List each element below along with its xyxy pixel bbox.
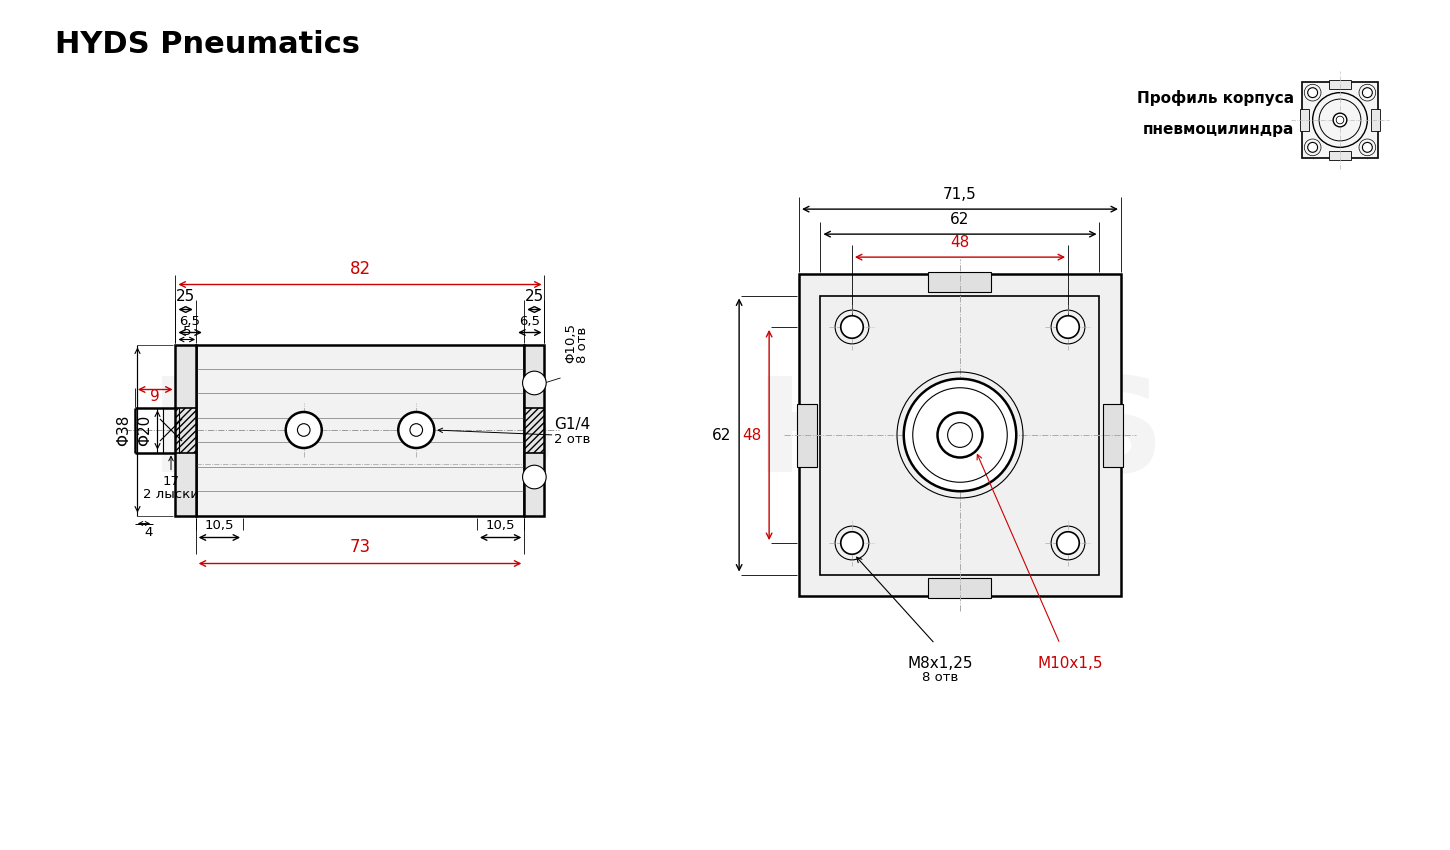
Circle shape [522, 371, 547, 394]
Text: 25: 25 [525, 288, 544, 303]
Circle shape [1363, 143, 1372, 152]
Text: 62: 62 [950, 212, 970, 227]
Circle shape [399, 412, 434, 448]
Circle shape [1308, 88, 1318, 98]
Bar [798, 404, 818, 467]
Text: 10,5: 10,5 [204, 519, 233, 532]
Text: Φ38: Φ38 [116, 414, 132, 445]
Bar [1301, 110, 1309, 131]
Text: 25: 25 [175, 288, 196, 303]
Circle shape [1333, 113, 1347, 127]
Text: 2 отв: 2 отв [554, 433, 590, 446]
Text: 10,5: 10,5 [486, 519, 515, 532]
Text: Профиль корпуса: Профиль корпуса [1137, 90, 1293, 106]
Circle shape [522, 465, 547, 489]
Text: 62: 62 [712, 428, 731, 443]
Text: HYDS Pneumatics: HYDS Pneumatics [55, 30, 360, 59]
Circle shape [1337, 116, 1344, 124]
Circle shape [948, 422, 973, 447]
Text: HYDS: HYDS [149, 371, 560, 498]
Bar [196, 344, 525, 515]
Circle shape [903, 379, 1016, 491]
Text: 71,5: 71,5 [942, 187, 977, 202]
Text: G1/4: G1/4 [554, 417, 590, 432]
Text: 2 лыски: 2 лыски [144, 488, 199, 501]
Bar [799, 275, 1121, 596]
Circle shape [410, 423, 422, 436]
Text: Φ10,5: Φ10,5 [564, 323, 577, 363]
Text: M10x1,5: M10x1,5 [1037, 656, 1103, 671]
Circle shape [1057, 315, 1079, 338]
Text: 17: 17 [162, 474, 180, 488]
Text: 5: 5 [183, 325, 191, 337]
Bar [1330, 80, 1350, 89]
Circle shape [286, 412, 322, 448]
Text: M8x1,25: M8x1,25 [908, 656, 973, 671]
Circle shape [841, 315, 863, 338]
Bar [525, 344, 545, 515]
Bar [1330, 151, 1350, 160]
Bar [525, 407, 545, 452]
Bar [1302, 82, 1378, 158]
Circle shape [1308, 143, 1318, 152]
Text: 4: 4 [145, 525, 152, 539]
Text: HYDS: HYDS [754, 371, 1166, 498]
Bar [928, 272, 992, 292]
Text: 6,5: 6,5 [519, 314, 541, 327]
Text: Φ20: Φ20 [138, 415, 152, 445]
Bar [175, 407, 196, 452]
Bar [821, 296, 1099, 575]
Text: 8 отв: 8 отв [577, 326, 590, 363]
Circle shape [841, 532, 863, 554]
Circle shape [938, 412, 983, 457]
Text: пневмоцилиндра: пневмоцилиндра [1143, 122, 1293, 137]
Text: 8 отв: 8 отв [922, 671, 958, 684]
Circle shape [1057, 532, 1079, 554]
Circle shape [1363, 88, 1372, 98]
Text: 9: 9 [151, 388, 160, 404]
Text: 73: 73 [349, 539, 371, 557]
Text: 48: 48 [950, 235, 970, 250]
Bar [1103, 404, 1122, 467]
Bar [1372, 110, 1380, 131]
Text: 6,5: 6,5 [180, 314, 200, 327]
Bar [928, 578, 992, 598]
Text: 48: 48 [742, 428, 761, 443]
Bar [175, 344, 196, 515]
Text: 82: 82 [349, 259, 371, 277]
Circle shape [297, 423, 310, 436]
